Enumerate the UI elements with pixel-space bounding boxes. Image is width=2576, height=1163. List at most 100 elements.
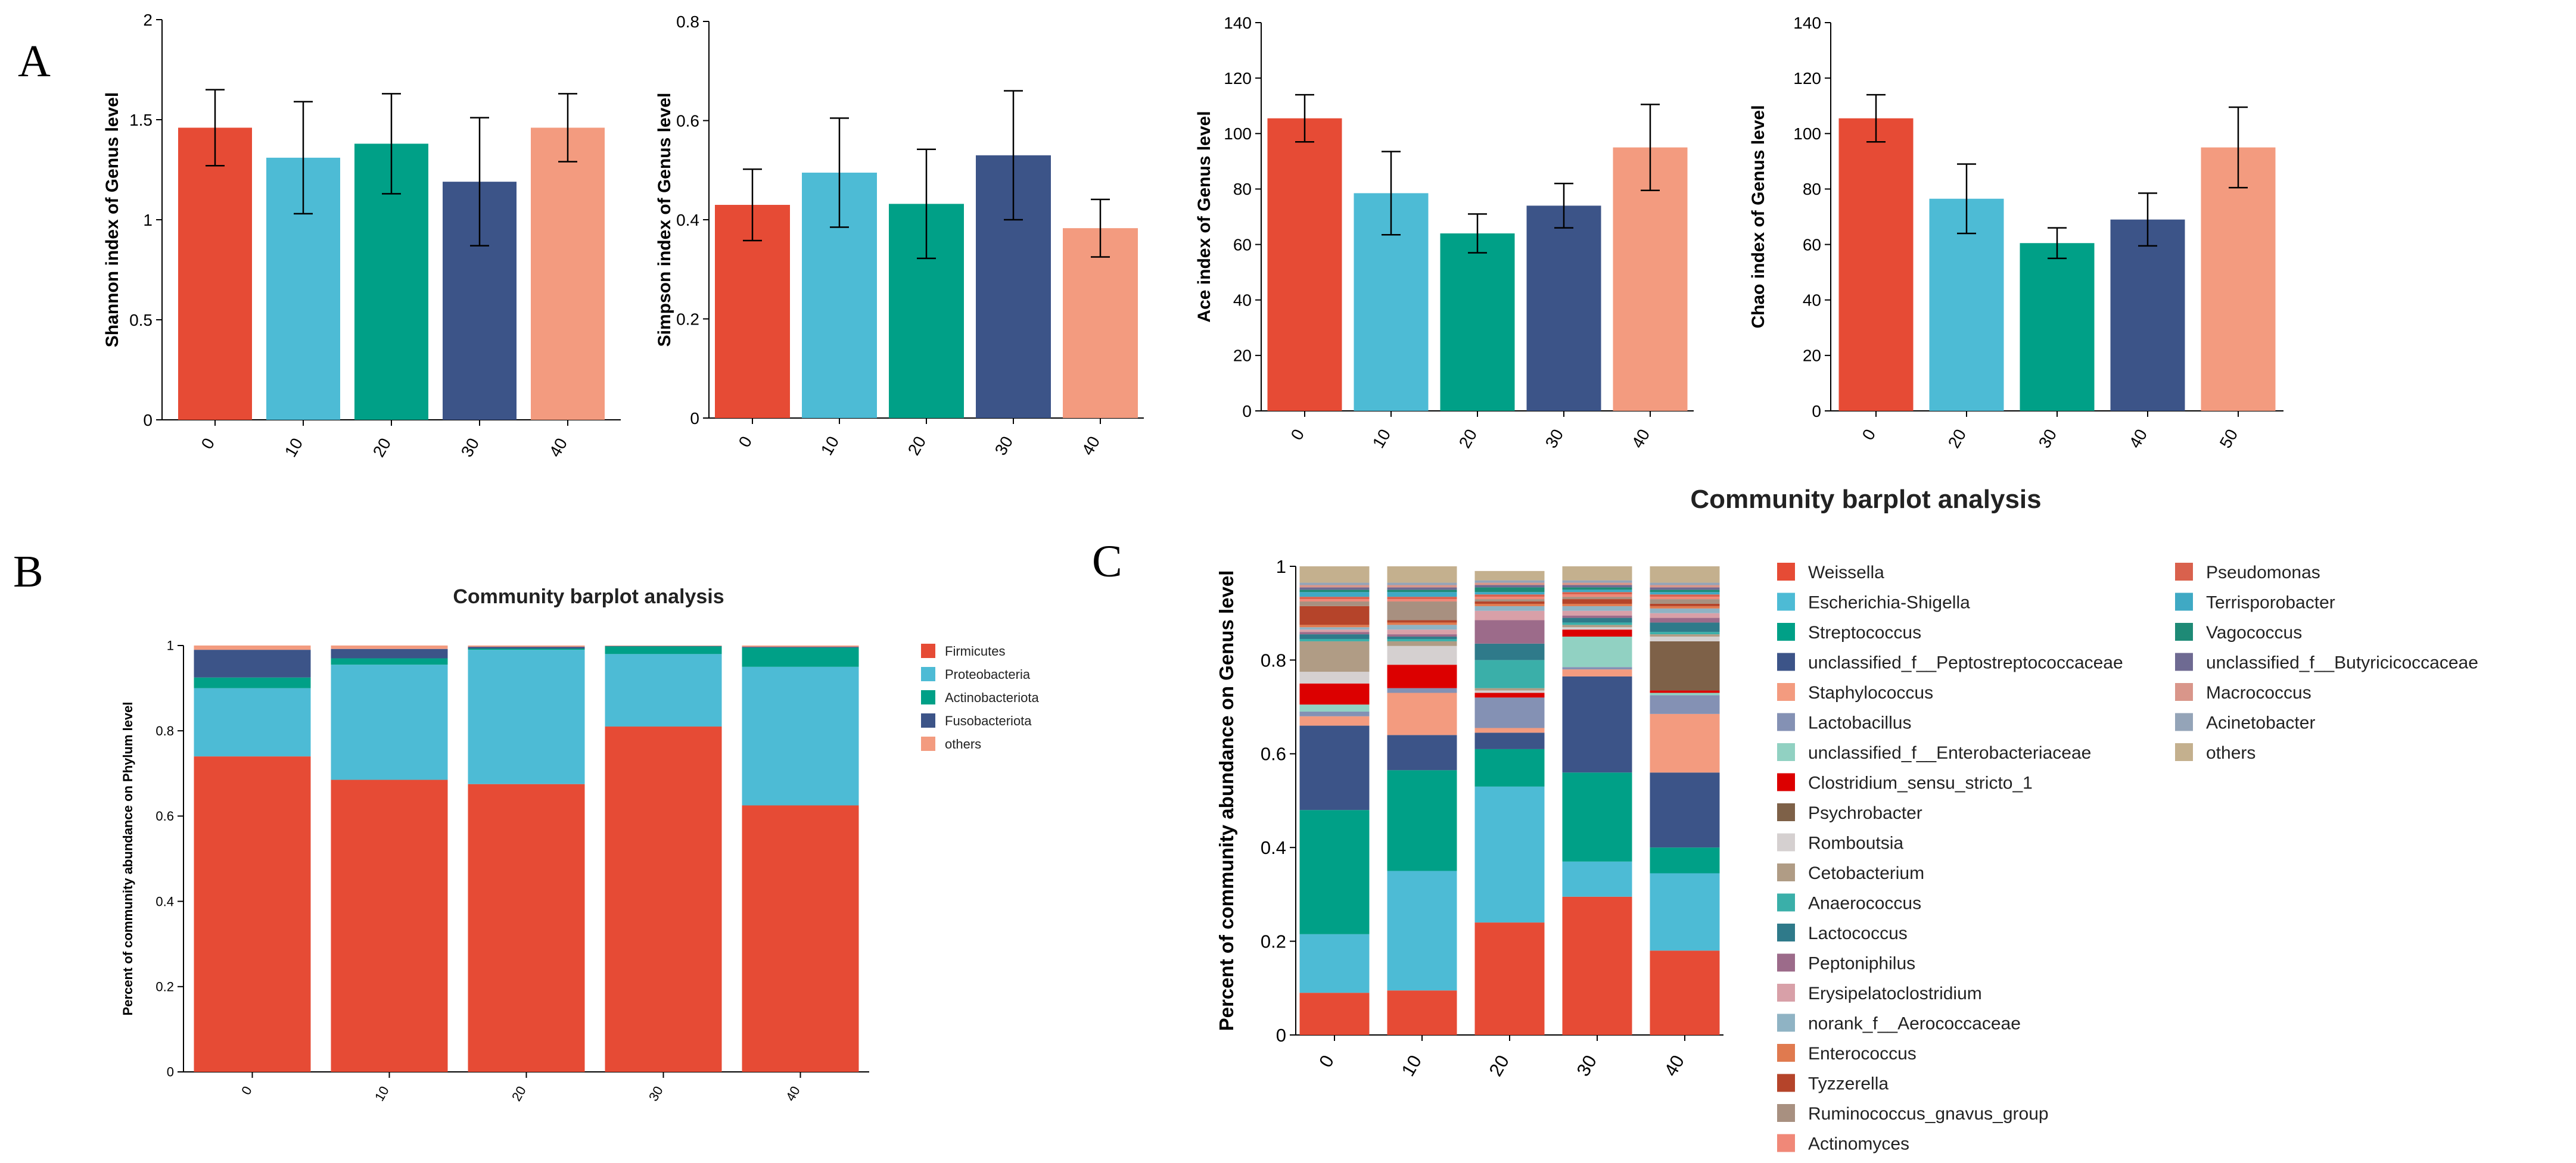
legend-entry: Proteobacteria <box>945 667 1031 682</box>
legend-swatch <box>2175 593 2193 611</box>
bar-segment-acinetobacter <box>1562 580 1632 583</box>
legend-swatch <box>1777 653 1795 671</box>
bar-segment-unclassified-f-butyricicoccaceae <box>1562 585 1632 588</box>
bar-segment-acinetobacter <box>1650 582 1720 585</box>
bar-segment-actinobacteriota <box>742 647 859 667</box>
legend-entry: others <box>2206 743 2255 763</box>
legend-entry: Clostridium_sensu_stricto_1 <box>1808 774 2033 793</box>
bar-segment-lactococcus <box>1562 618 1632 623</box>
bar-segment-weissella <box>1562 896 1632 1035</box>
x-tick-label: 10 <box>817 433 842 458</box>
bar-segment-norank-f-aerococcaceae <box>1387 625 1457 630</box>
x-tick-label: 20 <box>1945 426 1970 451</box>
bar-segment-unclassified-f-enterobacteriaceae <box>1650 693 1720 696</box>
bar-segment-lactobacillus <box>1650 695 1720 714</box>
legend-entry: Tyzzerella <box>1808 1074 1889 1094</box>
y-tick-label: 0.6 <box>155 809 174 824</box>
bar-segment-lactococcus <box>1387 637 1457 639</box>
bar-segment-terrisporobacter <box>1562 590 1632 593</box>
y-tick-label: 0.8 <box>1261 650 1286 671</box>
bar-segment-weissella <box>1474 922 1545 1035</box>
x-tick-label: 0 <box>238 1084 255 1097</box>
y-tick-label: 60 <box>1233 235 1252 254</box>
y-tick-label: 0 <box>143 411 153 429</box>
legend-entry: Peptoniphilus <box>1808 954 1915 974</box>
y-tick-label: 20 <box>1803 347 1821 365</box>
bar-segment-norank-f-aerococcaceae <box>1474 606 1545 611</box>
bar-segment-streptococcus <box>1299 810 1370 934</box>
y-axis-label: Percent of community abundance on Phylum… <box>120 702 135 1016</box>
legend-entry: Erysipelatoclostridium <box>1808 984 1982 1003</box>
bar-segment-terrisporobacter <box>1650 592 1720 595</box>
bar-segment-actinomyces <box>1562 594 1632 597</box>
y-tick-label: 60 <box>1803 235 1821 254</box>
bar-segment-pseudomonas <box>1474 594 1545 597</box>
bar-segment-fusobacteriota <box>605 646 722 647</box>
legend-entry: Pseudomonas <box>2206 563 2320 582</box>
legend-entry: Vagococcus <box>2206 623 2302 643</box>
y-axis-label: Chao index of Genus level <box>1749 105 1768 328</box>
y-tick-label: 0 <box>690 409 699 428</box>
bar-segment-ruminococcus-gnavus-group <box>1650 599 1720 604</box>
bar-segment-peptoniphilus <box>1650 618 1720 623</box>
bar-40 <box>1613 147 1688 411</box>
bar-segment-cetobacterium <box>1299 641 1370 672</box>
legend-swatch <box>1777 593 1795 611</box>
bar-segment-staphylococcus <box>1474 728 1545 733</box>
y-tick-label: 140 <box>1224 14 1252 32</box>
legend-swatch <box>1777 984 1795 1002</box>
y-axis-label: Simpson index of Genus level <box>655 93 674 347</box>
legend-entry: Fusobacteriota <box>945 713 1032 728</box>
bar-segment-others <box>194 646 311 650</box>
y-tick-label: 1 <box>143 211 153 229</box>
bar-segment-tyzzerella <box>1562 599 1632 604</box>
x-tick-label: 10 <box>372 1084 392 1104</box>
x-tick-label: 20 <box>904 433 929 458</box>
bar-40 <box>2110 219 2185 411</box>
bar-30 <box>2020 243 2095 411</box>
bar-segment-norank-f-aerococcaceae <box>1299 627 1370 630</box>
bar-segment-others <box>1650 566 1720 583</box>
bar-segment-erysipelatoclostridium <box>1562 610 1632 616</box>
bar-segment-cetobacterium <box>1562 625 1632 628</box>
bar-segment-escherichia-shigella <box>1387 871 1457 991</box>
bar-segment-unclassified-f-peptostreptococcaceae <box>1474 732 1545 749</box>
y-tick-label: 0 <box>1242 402 1252 420</box>
x-tick-label: 0 <box>735 433 756 450</box>
bar-segment-macrococcus <box>1387 585 1457 588</box>
legend-entry: Anaerococcus <box>1808 894 1921 913</box>
bar-segment-firmicutes <box>194 756 311 1072</box>
panel-label-c: C <box>1092 537 1122 587</box>
shannon-chart: 0 0.5 1 1.5 2 Shannon index of Genus level 0 10… <box>102 11 621 460</box>
bar-30 <box>1526 205 1601 411</box>
bar-segment-actinomyces <box>1650 597 1720 600</box>
bar-segment-macrococcus <box>1562 582 1632 585</box>
chao-chart: 0 20 40 60 80 100 120 140 Chao index of Genus le… <box>1749 14 2283 451</box>
bar-segment-others <box>1562 566 1632 581</box>
bar-segment-ruminococcus-gnavus-group <box>1562 597 1632 600</box>
y-tick-label: 0 <box>1276 1025 1286 1046</box>
bar-segment-peptoniphilus <box>1387 634 1457 637</box>
bar-segment-tyzzerella <box>1299 606 1370 625</box>
bar-50 <box>2201 147 2276 411</box>
legend-swatch <box>1777 743 1795 761</box>
legend-swatch <box>1777 683 1795 701</box>
bar-segment-proteobacteria <box>742 666 859 806</box>
bar-segment-actinobacteriota <box>331 658 448 665</box>
bar-segment-enterococcus <box>1562 603 1632 606</box>
bar-segment-norank-f-aerococcaceae <box>1650 608 1720 613</box>
bar-segment-macrococcus <box>1299 585 1370 588</box>
bar-segment-unclassified-f-peptostreptococcaceae <box>1562 676 1632 773</box>
panel-label-b: B <box>13 547 43 597</box>
legend-entry: Actinomyces <box>1808 1134 1909 1154</box>
x-tick-label: 40 <box>2126 426 2151 451</box>
bar-segment-unclassified-f-butyricicoccaceae <box>1387 587 1457 590</box>
legend-entry: others <box>945 737 981 752</box>
legend-entry: Terrisporobacter <box>2206 593 2335 613</box>
bar-segment-anaerococcus <box>1650 632 1720 635</box>
legend-entry: Lactobacillus <box>1808 713 1911 733</box>
x-tick-label: 0 <box>1859 426 1880 443</box>
bar-segment-anaerococcus <box>1474 660 1545 688</box>
legend-swatch <box>1777 713 1795 731</box>
bar-segment-acinetobacter <box>1299 582 1370 585</box>
